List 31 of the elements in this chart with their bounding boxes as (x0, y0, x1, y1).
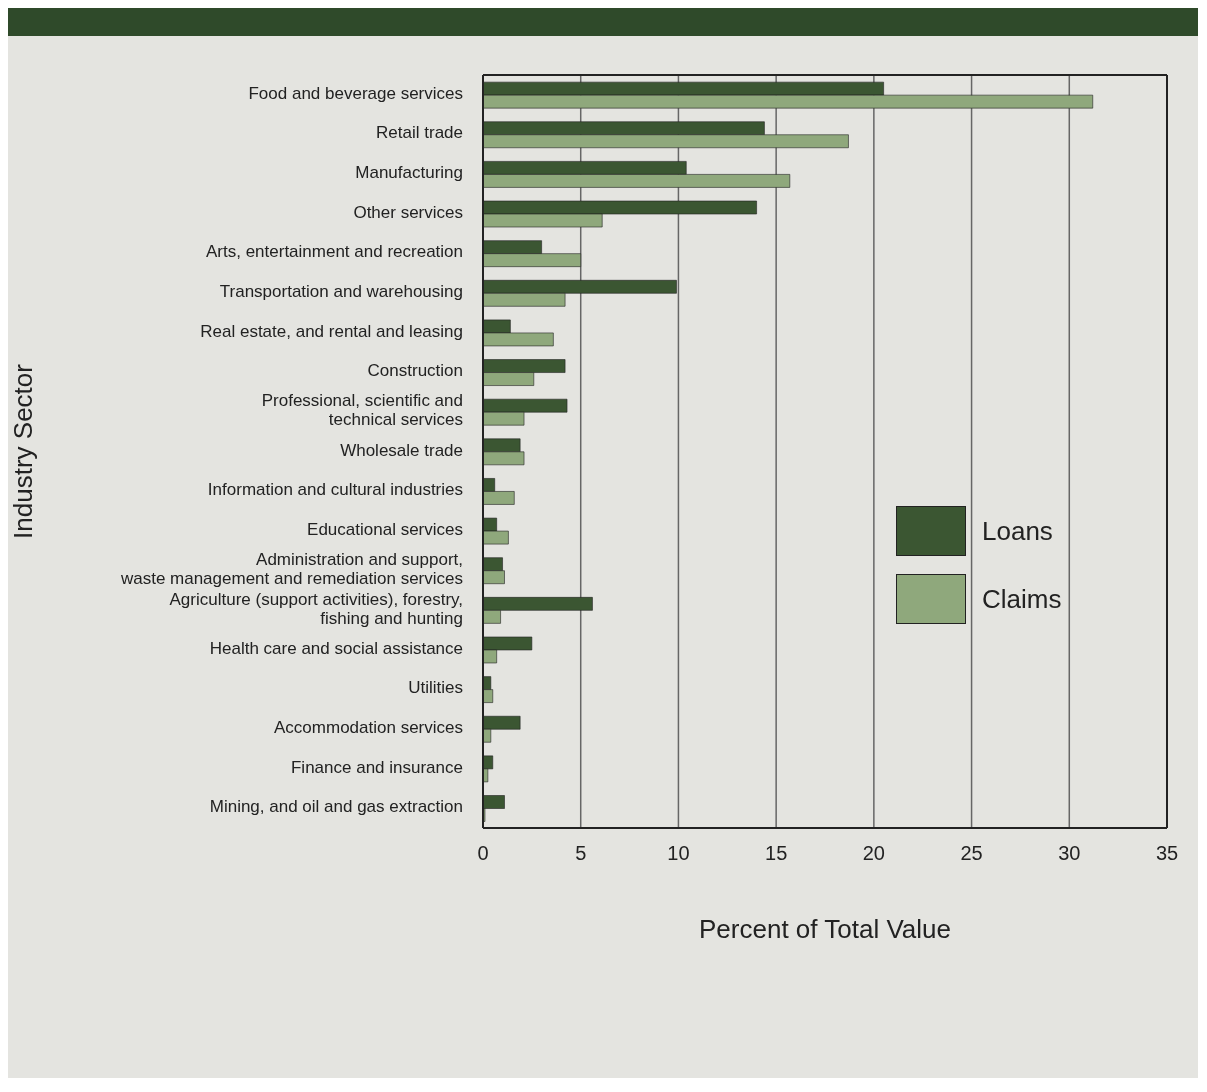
x-tick-label: 35 (1155, 842, 1179, 865)
y-tick-label: Retail trade (376, 123, 463, 143)
y-tick-label: Construction (367, 361, 463, 381)
y-tick-label: Accommodation services (274, 718, 463, 738)
y-tick-label: Finance and insurance (290, 758, 463, 778)
x-tick-label: 30 (1058, 842, 1081, 865)
x-tick-label: 5 (575, 842, 587, 865)
y-tick-label: Food and beverage services (248, 84, 463, 104)
legend-label: Claims (982, 583, 1062, 615)
x-tick-label: 0 (477, 842, 489, 865)
y-axis-title: Industry Sector (8, 363, 39, 539)
legend-label: Loans (982, 515, 1053, 547)
y-tick-label: Information and cultural industries (207, 480, 463, 500)
x-tick-label: 20 (862, 842, 885, 865)
y-tick-label: Educational services (307, 520, 463, 540)
y-tick-label: Arts, entertainment and recreation (205, 242, 463, 262)
y-tick-label: Administration and support, waste management and remediation services (119, 550, 463, 589)
y-tick-label: Professional, scientific and technical services (261, 391, 463, 430)
x-tick-label: 15 (765, 842, 788, 865)
x-tick-label: 10 (667, 842, 690, 865)
y-tick-label: Wholesale trade (340, 440, 463, 460)
x-tick-label: 25 (960, 842, 983, 865)
y-tick-label: Manufacturing (355, 163, 463, 183)
y-tick-label: Real estate, and rental and leasing (200, 322, 463, 342)
y-tick-label: Health care and social assistance (209, 639, 463, 659)
x-axis-title: Percent of Total Value (699, 914, 951, 944)
y-tick-label: Utilities (408, 678, 463, 698)
y-tick-label: Transportation and warehousing (219, 282, 463, 302)
y-tick-label: Agriculture (support activities), forestry, fishing and hunting (169, 590, 463, 629)
y-tick-label: Mining, and oil and gas extraction (209, 797, 463, 817)
y-tick-label: Other services (353, 203, 463, 223)
